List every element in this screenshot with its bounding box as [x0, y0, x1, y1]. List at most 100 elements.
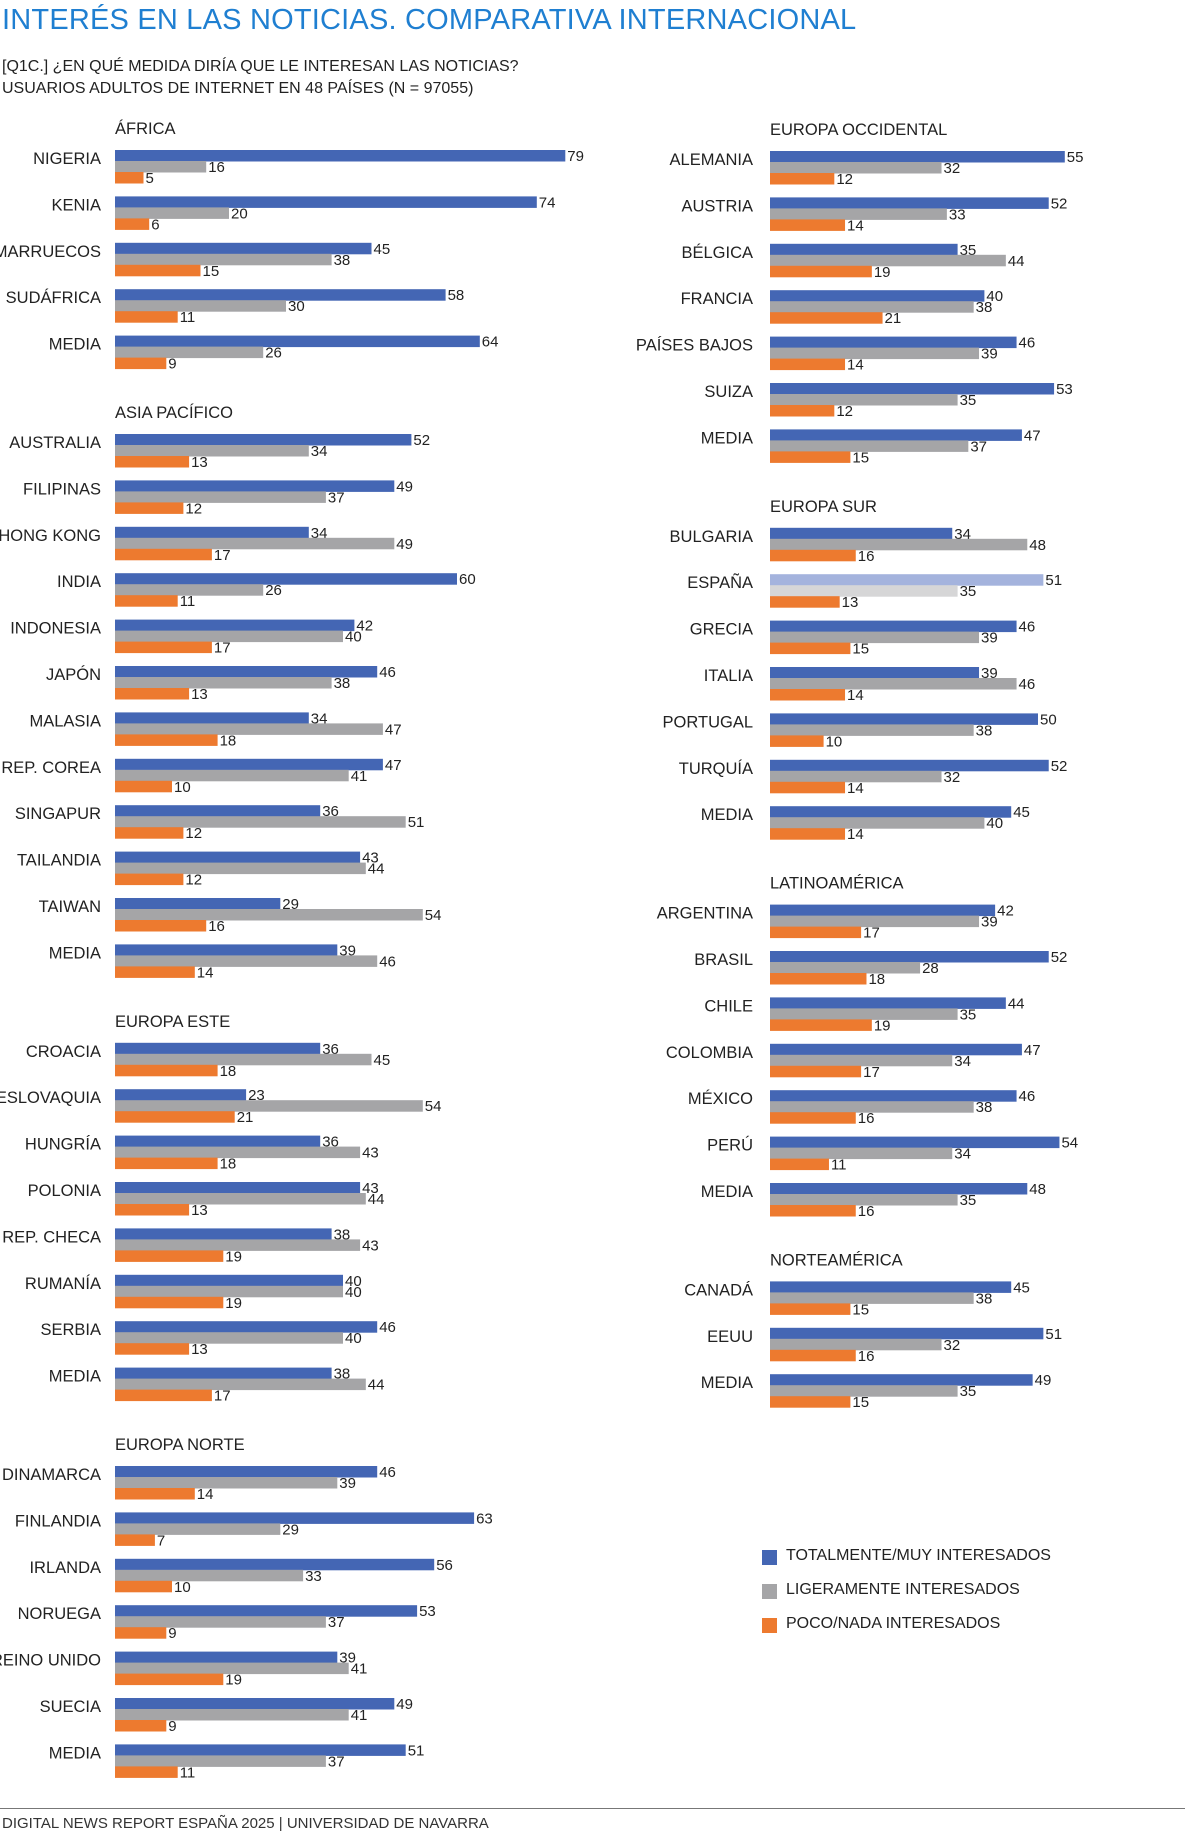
- row-label-europa-occidental-suiza: SUIZA: [704, 383, 753, 401]
- value-label-europa-occidental-francia-ligeramente: 38: [976, 299, 993, 316]
- row-label-norteamerica-media: MEDIA: [701, 1374, 753, 1392]
- bar-europa-este-serbia-poco: [115, 1343, 190, 1355]
- bar-latinoamerica-chile-ligeramente: [770, 1008, 958, 1020]
- bar-europa-norte-finlandia-ligeramente: [115, 1523, 281, 1535]
- bar-europa-occidental-paises-bajos-totalmente: [770, 336, 1017, 349]
- bar-europa-este-hungria-totalmente: [115, 1135, 321, 1148]
- value-label-europa-norte-dinamarca-poco: 14: [197, 1486, 214, 1503]
- bar-europa-norte-suecia-totalmente: [115, 1698, 395, 1710]
- value-label-latinoamerica-peru-totalmente: 54: [1061, 1135, 1078, 1152]
- value-label-asia-pacifico-media-ligeramente: 46: [379, 953, 396, 970]
- bar-norteamerica-eeuu-ligeramente: [770, 1338, 942, 1351]
- value-label-europa-occidental-francia-poco: 21: [885, 310, 902, 327]
- bar-latinoamerica-argentina-ligeramente: [770, 915, 980, 928]
- row-label-europa-este-serbia: SERBIA: [40, 1321, 101, 1339]
- value-label-europa-occidental-francia-totalmente: 40: [986, 288, 1003, 305]
- bar-europa-norte-irlanda-ligeramente: [115, 1569, 304, 1582]
- value-label-asia-pacifico-malasia-totalmente: 34: [311, 710, 328, 727]
- row-label-asia-pacifico-tailandia: TAILANDIA: [17, 852, 101, 870]
- bar-latinoamerica-mexico-totalmente: [770, 1090, 1017, 1102]
- value-label-asia-pacifico-rep-corea-totalmente: 47: [385, 757, 402, 774]
- bar-europa-norte-dinamarca-poco: [115, 1488, 195, 1500]
- value-label-europa-este-hungria-poco: 18: [220, 1156, 237, 1173]
- value-label-africa-media-poco: 9: [168, 356, 176, 373]
- row-label-asia-pacifico-filipinas: FILIPINAS: [23, 480, 101, 498]
- row-label-latinoamerica-argentina: ARGENTINA: [657, 905, 753, 923]
- value-label-asia-pacifico-japon-poco: 13: [191, 686, 208, 703]
- row-label-europa-este-croacia: CROACIA: [26, 1043, 101, 1061]
- bar-europa-este-croacia-ligeramente: [115, 1053, 372, 1066]
- value-label-asia-pacifico-indonesia-ligeramente: 40: [345, 629, 362, 646]
- bar-latinoamerica-argentina-totalmente: [770, 904, 996, 917]
- bar-europa-sur-media-poco: [770, 828, 846, 840]
- row-label-europa-occidental-belgica: BÉLGICA: [681, 243, 753, 262]
- subtitle-question: [Q1C.] ¿EN QUÉ MEDIDA DIRÍA QUE LE INTER…: [2, 58, 519, 75]
- bar-norteamerica-media-ligeramente: [770, 1385, 958, 1397]
- value-label-europa-norte-finlandia-ligeramente: 29: [282, 1521, 299, 1538]
- bar-europa-este-rep-checa-ligeramente: [115, 1239, 361, 1251]
- row-label-asia-pacifico-japon: JAPÓN: [46, 665, 101, 684]
- value-label-europa-occidental-paises-bajos-poco: 14: [847, 357, 864, 374]
- value-label-norteamerica-canada-totalmente: 45: [1013, 1279, 1030, 1296]
- value-label-latinoamerica-media-ligeramente: 35: [960, 1192, 977, 1209]
- value-label-europa-sur-portugal-poco: 10: [826, 733, 843, 750]
- bar-europa-sur-espana-poco: [770, 596, 840, 608]
- value-label-norteamerica-media-ligeramente: 35: [960, 1383, 977, 1400]
- subtitle-sample: USUARIOS ADULTOS DE INTERNET EN 48 PAÍSE…: [2, 80, 474, 97]
- row-label-europa-este-rep-checa: REP. CHECA: [2, 1228, 101, 1246]
- value-label-europa-norte-reino-unido-ligeramente: 41: [351, 1661, 368, 1678]
- bar-europa-este-hungria-ligeramente: [115, 1146, 361, 1159]
- value-label-europa-sur-bulgaria-ligeramente: 48: [1029, 537, 1046, 554]
- bar-asia-pacifico-tailandia-ligeramente: [115, 862, 366, 875]
- value-label-europa-norte-noruega-poco: 9: [168, 1625, 176, 1642]
- bar-norteamerica-media-poco: [770, 1396, 851, 1408]
- value-label-europa-occidental-austria-totalmente: 52: [1051, 195, 1068, 212]
- value-label-latinoamerica-peru-poco: 11: [831, 1157, 847, 1174]
- value-label-europa-sur-bulgaria-totalmente: 34: [954, 526, 971, 543]
- value-label-asia-pacifico-rep-corea-ligeramente: 41: [351, 768, 368, 785]
- value-label-asia-pacifico-hong-kong-ligeramente: 49: [396, 536, 413, 553]
- value-label-europa-sur-portugal-totalmente: 50: [1040, 711, 1057, 728]
- row-label-asia-pacifico-hong-kong: HONG KONG: [0, 527, 101, 545]
- value-label-africa-kenia-ligeramente: 20: [231, 205, 248, 222]
- group-title-latinoamerica: LATINOAMÉRICA: [770, 874, 904, 893]
- bar-europa-occidental-alemania-totalmente: [770, 151, 1065, 163]
- value-label-latinoamerica-argentina-poco: 17: [863, 925, 880, 942]
- bar-europa-sur-bulgaria-ligeramente: [770, 538, 1028, 551]
- bar-europa-este-media-poco: [115, 1389, 212, 1402]
- value-label-europa-este-rumania-totalmente: 40: [345, 1273, 362, 1290]
- value-label-europa-occidental-austria-poco: 14: [847, 217, 864, 234]
- value-label-asia-pacifico-hong-kong-totalmente: 34: [311, 525, 328, 542]
- bar-europa-sur-italia-ligeramente: [770, 678, 1017, 690]
- value-label-europa-occidental-media-poco: 15: [852, 449, 869, 466]
- value-label-europa-norte-media-totalmente: 51: [408, 1742, 425, 1759]
- bar-europa-sur-bulgaria-poco: [770, 549, 856, 562]
- value-label-latinoamerica-media-totalmente: 48: [1029, 1181, 1046, 1198]
- row-label-africa-kenia: KENIA: [51, 196, 101, 214]
- row-label-europa-este-hungria: HUNGRÍA: [25, 1135, 101, 1154]
- value-label-europa-sur-espana-totalmente: 51: [1045, 572, 1062, 589]
- bar-europa-occidental-austria-totalmente: [770, 197, 1049, 209]
- bar-europa-sur-espana-totalmente: [770, 574, 1044, 586]
- value-label-europa-occidental-austria-ligeramente: 33: [949, 206, 966, 223]
- value-label-europa-norte-dinamarca-totalmente: 46: [379, 1464, 396, 1481]
- bar-europa-sur-turquia-ligeramente: [770, 770, 942, 783]
- value-label-latinoamerica-chile-totalmente: 44: [1008, 995, 1025, 1012]
- value-label-asia-pacifico-hong-kong-poco: 17: [214, 547, 231, 564]
- row-label-norteamerica-canada: CANADÁ: [684, 1280, 753, 1299]
- value-label-asia-pacifico-taiwan-totalmente: 29: [282, 896, 299, 913]
- bar-europa-este-serbia-ligeramente: [115, 1332, 343, 1344]
- value-label-europa-occidental-alemania-totalmente: 55: [1067, 149, 1084, 166]
- bar-europa-este-rep-checa-poco: [115, 1250, 224, 1262]
- row-label-europa-este-polonia: POLONIA: [28, 1182, 101, 1200]
- bar-africa-marruecos-poco: [115, 264, 201, 277]
- value-label-europa-norte-noruega-ligeramente: 37: [328, 1614, 345, 1631]
- value-label-africa-nigeria-ligeramente: 16: [208, 159, 225, 176]
- bar-europa-este-media-ligeramente: [115, 1378, 366, 1391]
- value-label-europa-este-hungria-totalmente: 36: [322, 1134, 339, 1151]
- value-label-europa-este-rumania-poco: 19: [225, 1295, 242, 1312]
- value-label-latinoamerica-colombia-poco: 17: [863, 1064, 880, 1081]
- row-label-asia-pacifico-singapur: SINGAPUR: [15, 805, 101, 823]
- value-label-europa-este-serbia-poco: 13: [191, 1341, 208, 1358]
- bar-asia-pacifico-media-ligeramente: [115, 955, 378, 967]
